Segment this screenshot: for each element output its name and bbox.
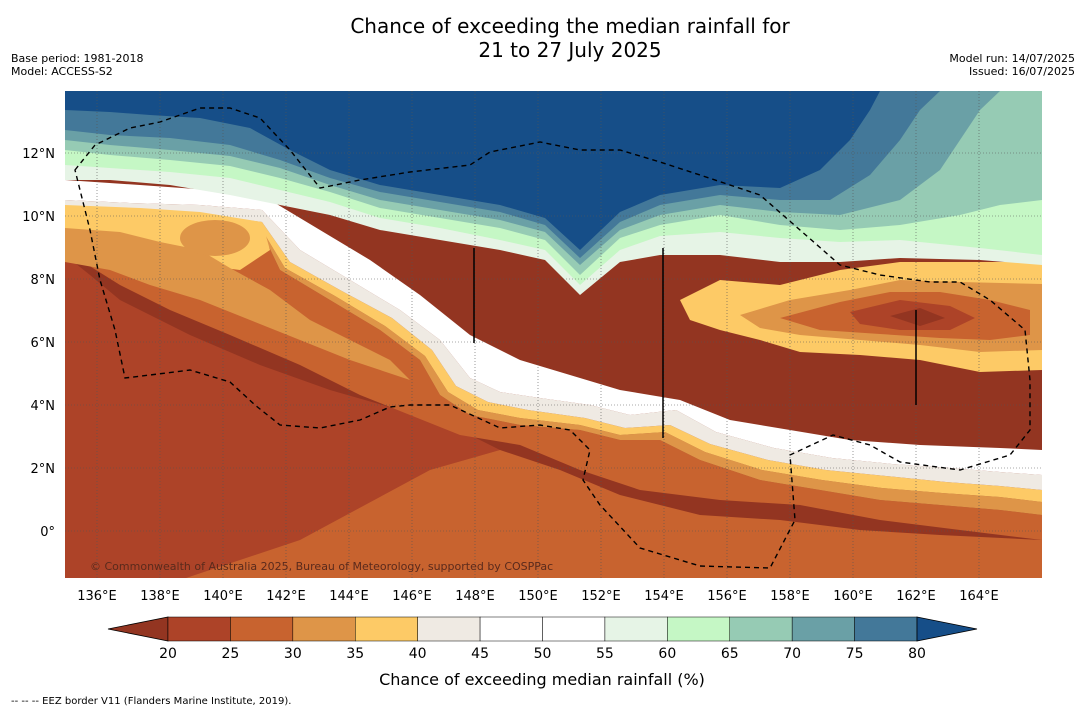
probability-patch-west-blob [180,220,250,256]
colorbar-tick: 80 [908,646,926,662]
copyright-watermark: © Commonwealth of Australia 2025, Bureau… [90,560,553,573]
latitude-ticks: 12°N 10°N 8°N 6°N 4°N 2°N 0° [22,147,55,540]
probability-band-30-35 [65,210,1042,515]
probability-band-above-80 [65,91,880,250]
colorbar-title: Chance of exceeding median rainfall (%) [379,670,705,689]
lon-tick: 138°E [140,589,180,604]
title-line-1: Chance of exceeding the median rainfall … [350,14,790,38]
colorbar-cell [667,616,730,642]
lat-tick: 4°N [31,399,56,414]
lon-tick: 144°E [329,589,369,604]
lon-tick: 136°E [77,589,117,604]
title-line-2: 21 to 27 July 2025 [478,38,662,62]
lat-tick: 8°N [31,273,56,288]
lon-tick: 150°E [518,589,558,604]
colorbar-cell [230,616,294,642]
lat-tick: 12°N [22,147,55,162]
colorbar-tick: 70 [783,646,801,662]
colorbar-cell [167,616,231,642]
issued-date: Issued: 16/07/2025 [968,65,1075,78]
lon-tick: 162°E [896,589,936,604]
lat-tick: 0° [40,525,55,540]
colorbar-tick: 40 [409,646,427,662]
colorbar-tick: 65 [721,646,739,662]
left-metadata: Base period: 1981-2018 Model: ACCESS-S2 [11,52,143,78]
colorbar-tick: 60 [658,646,676,662]
lon-tick: 152°E [581,589,621,604]
rainfall-map: © Commonwealth of Australia 2025, Bureau… [65,91,1042,578]
colorbar: 20 25 30 35 40 45 50 55 60 65 70 75 80 Chance of exc… [107,616,978,689]
probability-band-20-25 [65,255,1042,578]
lat-tick: 10°N [22,210,55,225]
island-markers [473,248,917,438]
probability-band-25-30 [65,210,1042,540]
colorbar-tick-labels: 20 25 30 35 40 45 50 55 60 65 70 75 80 [159,646,926,662]
colorbar-cell [292,616,356,642]
map-title: Chance of exceeding the median rainfall … [0,14,1085,62]
colorbar-cell [791,616,855,642]
probability-band-25-30-south [150,450,1042,578]
longitude-ticks: 136°E 138°E 140°E 142°E 144°E 146°E 148°… [77,589,999,604]
lat-tick: 2°N [31,462,56,477]
colorbar-extend-high [916,616,978,642]
lon-tick: 158°E [770,589,810,604]
model-name: Model: ACCESS-S2 [11,65,113,78]
lon-tick: 156°E [707,589,747,604]
probability-band-45-55 [65,180,1042,475]
lat-tick: 6°N [31,336,56,351]
colorbar-tick: 30 [284,646,302,662]
right-metadata: Model run: 14/07/2025 Issued: 16/07/2025 [949,52,1075,78]
colorbar-tick: 20 [159,646,177,662]
lon-tick: 164°E [959,589,999,604]
lat-lon-gridlines [65,91,1042,578]
lon-tick: 142°E [266,589,306,604]
lon-tick: 154°E [644,589,684,604]
colorbar-cells [167,616,918,642]
colorbar-cell [355,616,418,642]
colorbar-cell [417,616,481,642]
base-period: Base period: 1981-2018 [11,52,144,65]
probability-patch-east-below-20 [890,308,945,326]
colorbar-extend-low [107,616,169,642]
colorbar-tick: 55 [596,646,614,662]
lon-tick: 148°E [455,589,495,604]
colorbar-tick: 35 [346,646,364,662]
eez-border [74,107,1031,569]
colorbar-tick: 25 [222,646,240,662]
colorbar-cell [479,616,543,642]
lon-tick: 146°E [392,589,432,604]
eez-legend-note: -- -- -- EEZ border V11 (Flanders Marine… [11,696,292,707]
colorbar-tick: 45 [471,646,489,662]
colorbar-cell [604,616,668,642]
probability-band-40-45 [65,200,1042,490]
colorbar-tick: 75 [846,646,864,662]
lon-tick: 140°E [203,589,243,604]
colorbar-cell [854,616,918,642]
lon-tick: 160°E [833,589,873,604]
colorbar-tick: 50 [534,646,552,662]
model-run: Model run: 14/07/2025 [949,52,1075,65]
colorbar-cell [729,616,793,642]
colorbar-cell [542,616,606,642]
